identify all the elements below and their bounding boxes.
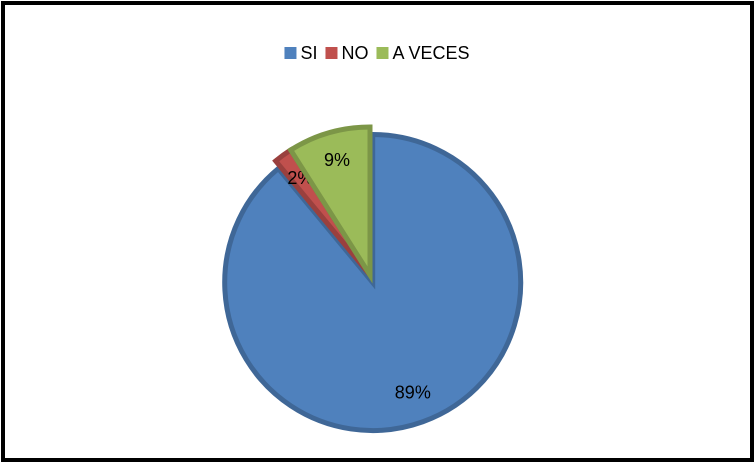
legend-swatch (376, 47, 389, 59)
pie: 89%2%9% (222, 124, 524, 434)
data-label: 9% (324, 150, 350, 170)
legend-swatch (284, 47, 297, 59)
legend-label: NO (341, 43, 368, 63)
legend-label: A VECES (392, 43, 469, 63)
pie-slice (222, 132, 524, 434)
legend-swatch (325, 47, 338, 59)
data-label: 89% (395, 383, 431, 403)
pie-slice (287, 124, 373, 284)
legend: SI NO A VECES (284, 43, 470, 63)
legend-label: SI (300, 43, 317, 63)
